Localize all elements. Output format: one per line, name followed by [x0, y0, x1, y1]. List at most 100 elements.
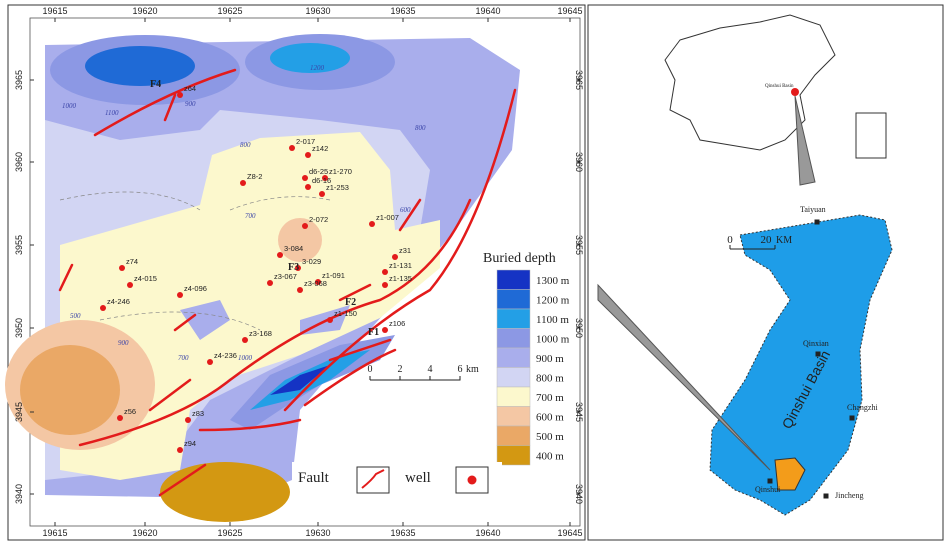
well-marker [240, 180, 246, 186]
well-label: z3-067 [274, 272, 297, 281]
well-marker [127, 282, 133, 288]
contour-label: 1000 [62, 102, 77, 110]
legend-label: 500 m [536, 431, 564, 443]
legend-swatch [496, 308, 531, 329]
legend-swatch [496, 425, 531, 446]
legend-swatch [496, 269, 531, 290]
well-label: z83 [192, 409, 204, 418]
legend-swatch [496, 386, 531, 407]
fault-symbol-box [356, 466, 390, 494]
legend-label: 1200 m [536, 295, 570, 307]
well-label: z1-150 [334, 309, 357, 318]
legend-title: Buried depth [483, 251, 556, 266]
city-marker [823, 493, 829, 499]
legend-label: 900 m [536, 353, 564, 365]
fault-label: F4 [150, 79, 161, 90]
legend-label: 1100 m [536, 314, 569, 326]
city-marker [849, 415, 855, 421]
left-frame [7, 4, 586, 541]
well-marker [242, 337, 248, 343]
x-tick-label: 19615 [42, 6, 67, 16]
well-label: z4-015 [134, 274, 157, 283]
depth-map [5, 34, 520, 522]
contour-label: 800 [240, 141, 251, 149]
well-marker [277, 252, 283, 258]
scale-label: 4 [428, 364, 433, 375]
well-label: z4-246 [107, 297, 130, 306]
well-marker [177, 447, 183, 453]
city-marker [767, 478, 773, 484]
locator-scale-bar [729, 245, 776, 250]
labels: 19615 19615 19620 19620 19625 19625 19630 19630… [14, 6, 584, 538]
legend-label: 700 m [536, 392, 564, 404]
well-marker [177, 292, 183, 298]
x-tick-label: 19625 [217, 6, 242, 16]
well-label: Z8-2 [247, 172, 262, 181]
well-label: z56 [124, 407, 136, 416]
scale-label: 2 [398, 364, 403, 375]
y-tick-label: 3955 [14, 235, 24, 255]
contour-label: 700 [245, 212, 256, 220]
well-symbol [467, 475, 477, 485]
locator-scale-label: 20 [761, 234, 773, 246]
contour-label: 700 [178, 354, 189, 362]
y-tick-label: 3950 [574, 318, 584, 338]
locator-scale-label: 0 [727, 234, 733, 246]
well-label: d6-16 [312, 176, 331, 185]
legend-label: 800 m [536, 373, 564, 385]
qinshui-basin [709, 214, 893, 516]
legend-label: 1000 m [536, 334, 570, 346]
well-label: z1-007 [376, 213, 399, 222]
well-label: z3-068 [304, 279, 327, 288]
zoom-wedge-top [794, 95, 816, 186]
contour-label: 900 [118, 339, 129, 347]
legend-label: 1300 m [536, 275, 570, 287]
y-tick-label: 3960 [14, 152, 24, 172]
study-area [774, 457, 806, 491]
x-tick-label: 19635 [390, 6, 415, 16]
y-tick-label: 3950 [14, 318, 24, 338]
basin-location [791, 88, 799, 96]
scale-unit: km [466, 364, 479, 375]
x-tick-label: 19625 [217, 528, 242, 538]
well-marker [302, 223, 308, 229]
well-marker [185, 417, 191, 423]
locator-scale-unit: KM [776, 235, 792, 246]
well-marker [315, 279, 321, 285]
contour-label: 1200 [310, 64, 325, 72]
well-label: 3-029 [302, 257, 321, 266]
well-marker [382, 282, 388, 288]
legend-swatch [496, 406, 531, 427]
city-label: Jincheng [835, 491, 863, 500]
well-marker [297, 287, 303, 293]
china-outline [664, 14, 836, 151]
well-label: z1-131 [389, 261, 412, 270]
legend: 1300 m 1200 m 1100 m 1000 m 900 m 800 m 700 m 6… [496, 269, 570, 466]
fault-symbol [361, 469, 385, 489]
well-marker [207, 359, 213, 365]
x-tick-label: 19645 [557, 528, 582, 538]
x-tick-label: 19640 [475, 6, 500, 16]
well-marker [302, 175, 308, 181]
contour-label: 1000 [238, 354, 253, 362]
legend-label: 600 m [536, 412, 564, 424]
well-marker [392, 254, 398, 260]
fault-label: F1 [368, 327, 379, 338]
x-tick-label: 19635 [390, 528, 415, 538]
y-tick-label: 3965 [14, 70, 24, 90]
well-label: z94 [184, 439, 196, 448]
well-marker [319, 191, 325, 197]
legend-swatch [496, 289, 531, 310]
well-label: z106 [389, 319, 405, 328]
city-marker [814, 219, 820, 225]
well-marker [382, 327, 388, 333]
x-tick-label: 19620 [132, 528, 157, 538]
zoom-wedge [597, 283, 771, 471]
well-label: z3-168 [249, 329, 272, 338]
well-label: z1-091 [322, 271, 345, 280]
well-label: z1-270 [329, 167, 352, 176]
city-marker [815, 351, 821, 357]
well-label: d6-25 [309, 167, 328, 176]
well-label: 2-017 [296, 137, 315, 146]
